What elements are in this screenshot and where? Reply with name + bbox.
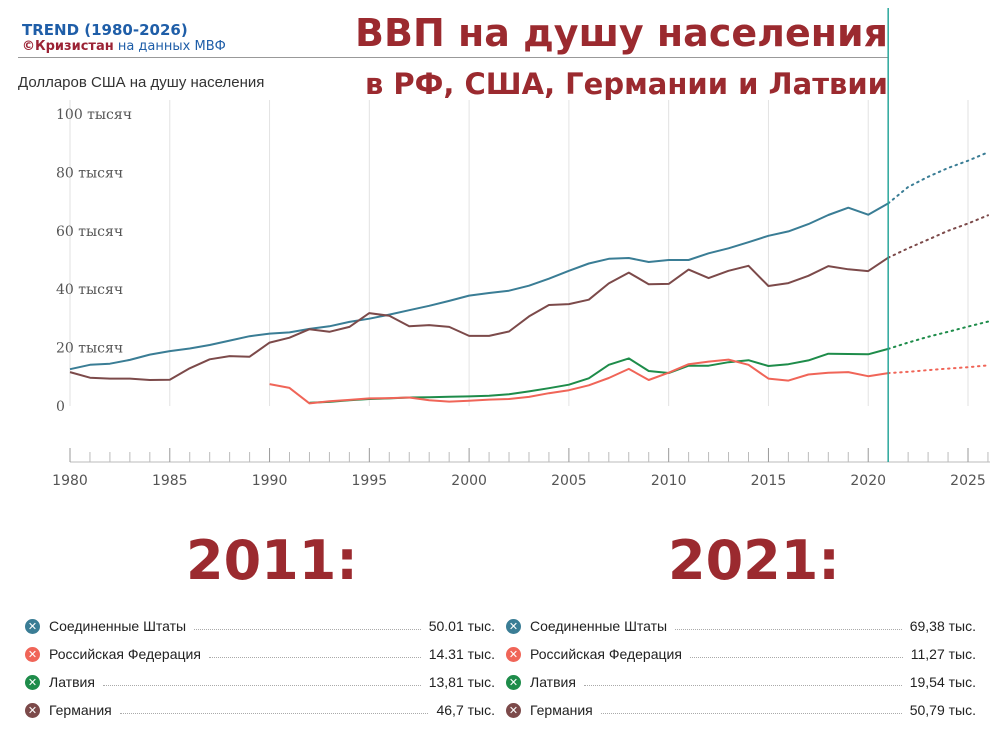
y-tick-label-0: 0 [56, 399, 65, 415]
country-name: Соединенные Штаты [49, 618, 187, 634]
brand-title: TREND (1980-2026) [22, 21, 188, 39]
brand-data-source: на данных МВФ [113, 39, 226, 54]
legend-marker-icon: ✕ [25, 618, 40, 634]
y-tick-label-100000: 100 тысяч [56, 107, 132, 123]
series-forecast-2 [887, 320, 989, 350]
dotted-leader [119, 712, 429, 714]
page-title: ВВП на душу населения [355, 11, 888, 55]
dotted-leader [600, 712, 902, 714]
summary-table-2011: ✕ Соединенные Штаты 50.01 тыс. ✕ Российская … [25, 612, 495, 724]
dotted-leader [689, 656, 903, 658]
country-name: Германия [530, 702, 593, 718]
country-name: Германия [49, 702, 112, 718]
gdp-value: 50.01 тыс. [428, 618, 495, 634]
gdp-value: 19,54 тыс. [909, 674, 976, 690]
series-line-0 [69, 202, 889, 371]
summary-2011-row: ✕ Германия 46,7 тыс. [25, 696, 495, 724]
dotted-leader [675, 628, 902, 630]
series-forecast-3 [887, 364, 989, 375]
legend-marker-icon: ✕ [506, 674, 521, 690]
gdp-line-chart: 1980 1985 1990 1995 2000 2005 2010 2015 2020 2025… [52, 8, 990, 489]
summary-2021-row: ✕ Германия 50,79 тыс. [506, 696, 976, 724]
header-divider [18, 57, 888, 58]
country-name: Российская Федерация [49, 646, 201, 662]
gdp-value: 69,38 тыс. [909, 618, 976, 634]
x-tick-label-2025: 2025 [950, 473, 986, 489]
summary-2021-row: ✕ Российская Федерация 11,27 тыс. [506, 640, 976, 668]
dotted-leader [194, 628, 421, 630]
series-forecast-1 [887, 214, 989, 259]
legend-marker-icon: ✕ [506, 646, 521, 662]
country-name: Латвия [530, 674, 576, 690]
country-name: Соединенные Штаты [530, 618, 668, 634]
y-tick-label-20000: 20 тысяч [56, 341, 123, 357]
x-tick-label-1990: 1990 [252, 473, 288, 489]
summary-table-2021: ✕ Соединенные Штаты 69,38 тыс. ✕ Российская … [506, 612, 976, 724]
x-tick-label-2000: 2000 [451, 473, 487, 489]
year-heading-2021: 2021: [668, 529, 840, 592]
summary-2021-row: ✕ Латвия 19,54 тыс. [506, 668, 976, 696]
chart-subtitle: Долларов США на душу населения [18, 74, 265, 91]
x-tick-label-2005: 2005 [551, 473, 587, 489]
gdp-value: 14.31 тыс. [428, 646, 495, 662]
x-tick-label-1995: 1995 [352, 473, 388, 489]
dotted-leader [208, 656, 421, 658]
brand-author: ©Кризистан [22, 39, 114, 54]
gdp-value: 50,79 тыс. [909, 702, 976, 718]
series-line-1 [69, 256, 889, 381]
x-tick-label-1985: 1985 [152, 473, 188, 489]
y-tick-label-60000: 60 тысяч [56, 224, 123, 240]
y-tick-label-40000: 40 тысяч [56, 282, 123, 298]
country-name: Латвия [49, 674, 95, 690]
series-forecast-0 [887, 151, 989, 205]
summary-2011-row: ✕ Соединенные Штаты 50.01 тыс. [25, 612, 495, 640]
dotted-leader [102, 684, 421, 686]
year-heading-2011: 2011: [186, 529, 358, 592]
page-title-line2: в РФ, США, Германии и Латвии [364, 67, 888, 101]
gdp-value: 46,7 тыс. [436, 702, 495, 718]
dotted-leader [583, 684, 902, 686]
x-tick-label-2020: 2020 [850, 473, 886, 489]
legend-marker-icon: ✕ [25, 702, 40, 718]
summary-2011-row: ✕ Российская Федерация 14.31 тыс. [25, 640, 495, 668]
country-name: Российская Федерация [530, 646, 682, 662]
x-tick-label-2015: 2015 [751, 473, 787, 489]
brand-source: ©Кризистан на данных МВФ [22, 39, 226, 54]
summary-2011-row: ✕ Латвия 13,81 тыс. [25, 668, 495, 696]
legend-marker-icon: ✕ [25, 674, 40, 690]
series-line-3 [269, 358, 889, 405]
summary-2021-row: ✕ Соединенные Штаты 69,38 тыс. [506, 612, 976, 640]
gdp-value: 11,27 тыс. [910, 646, 976, 662]
legend-marker-icon: ✕ [506, 702, 521, 718]
y-tick-label-80000: 80 тысяч [56, 165, 123, 181]
x-tick-label-1980: 1980 [52, 473, 88, 489]
gdp-value: 13,81 тыс. [428, 674, 495, 690]
legend-marker-icon: ✕ [506, 618, 521, 634]
brand: TREND (1980-2026) ©Кризистан на данных М… [22, 21, 226, 55]
legend-marker-icon: ✕ [25, 646, 40, 662]
x-tick-label-2010: 2010 [651, 473, 687, 489]
